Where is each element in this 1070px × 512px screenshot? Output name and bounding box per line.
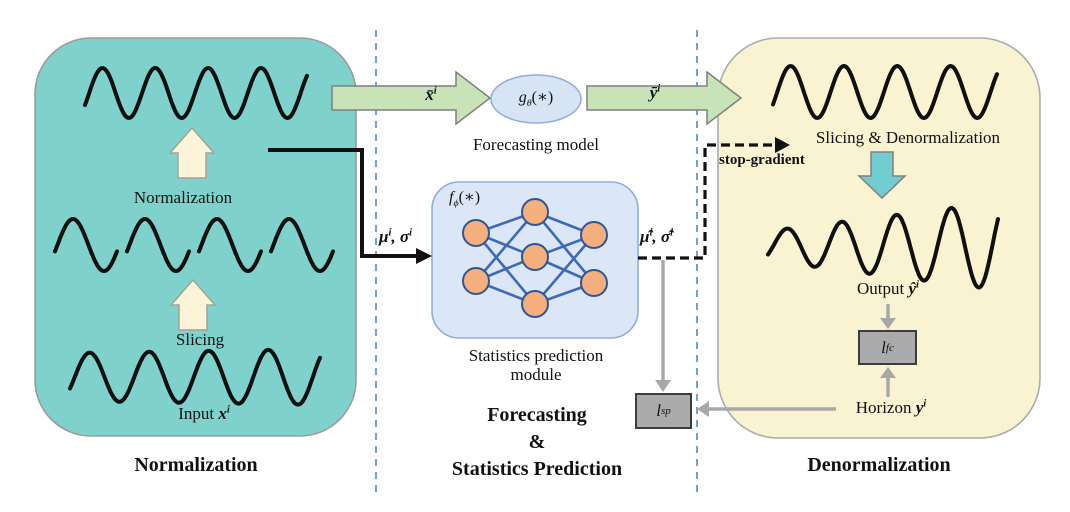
mu-sigma-sep: , xyxy=(391,227,400,246)
output-to-fc-arrowhead-icon xyxy=(880,318,896,329)
stop-gradient-arrowhead-icon xyxy=(775,137,790,153)
middle-title-line2: & xyxy=(528,431,546,453)
normalization-step-label: Normalization xyxy=(133,188,233,207)
mu-sigma-hat-sep: , xyxy=(652,227,661,246)
denormalize-down-arrow-icon xyxy=(857,151,907,200)
input-var-sup: i xyxy=(226,404,230,416)
mu-hat-var: μ̂ xyxy=(640,227,650,246)
fc-loss-box: l fc xyxy=(858,330,917,365)
sliced-series-wave xyxy=(53,217,335,273)
denormalization-panel-title: Denormalization xyxy=(807,454,951,476)
input-var: x xyxy=(218,404,227,423)
f-base: f xyxy=(449,189,454,206)
forecasting-fn-label: gθ(∗) xyxy=(496,89,576,109)
slicing-denormalization-label: Slicing & Denormalization xyxy=(815,128,1001,147)
f-sub: ϕ xyxy=(453,198,459,210)
mu-sigma-label: μi, σi xyxy=(379,227,479,246)
network-node xyxy=(462,267,490,295)
f-args: (∗) xyxy=(458,189,481,206)
network-edge xyxy=(475,211,536,282)
stats-caption-line2: module xyxy=(510,365,562,384)
slicing-up-arrow-icon xyxy=(169,278,217,331)
lsp-base: l xyxy=(656,401,661,420)
forecasting-model-node xyxy=(490,74,582,124)
stop-gradient-dashed-connector xyxy=(638,143,777,260)
g-args: (∗) xyxy=(531,89,554,106)
network-edge xyxy=(534,234,595,305)
xbar-flow-arrow-icon xyxy=(331,70,492,126)
forecasting-model-caption: Forecasting model xyxy=(472,135,600,154)
input-label-text: Input xyxy=(178,404,219,423)
stats-module-caption: Statistics prediction module xyxy=(436,346,636,384)
mu-hat-sup: i xyxy=(649,227,653,239)
ybar-flow-arrow-icon xyxy=(586,70,743,126)
mu-sigma-hat-label: μ̂i, σ̂i xyxy=(640,227,740,246)
network-node xyxy=(521,290,549,318)
output-var-sup: i xyxy=(916,279,919,291)
lfc-base: l xyxy=(881,337,886,357)
sp-loss-box: l sp xyxy=(635,393,692,429)
normalized-series-wave xyxy=(83,66,309,120)
horizon-var: y xyxy=(915,398,924,417)
normalization-up-arrow-icon xyxy=(168,126,216,179)
xbar-label: x̄i xyxy=(401,85,461,104)
stats-fn-label: fϕ(∗) xyxy=(449,189,519,209)
ybar-var: ȳ xyxy=(649,83,658,102)
ybar-sup: i xyxy=(657,83,661,95)
ybar-label: ȳi xyxy=(625,83,685,102)
network-node xyxy=(521,243,549,271)
horizon-var-sup: i xyxy=(923,398,927,410)
middle-title-line3: Statistics Prediction xyxy=(451,458,623,480)
middle-section-title: Forecasting & Statistics Prediction xyxy=(412,402,662,483)
output-label-text: Output xyxy=(857,279,909,298)
g-sub: θ xyxy=(526,98,532,110)
forecast-series-wave xyxy=(771,64,999,120)
network-node xyxy=(521,198,549,226)
sigma-var: σ xyxy=(399,227,410,246)
stats-input-arrowhead-icon xyxy=(416,248,432,264)
horizon-series-label: Horizon yi xyxy=(821,398,961,417)
denormalization-panel xyxy=(717,37,1041,439)
denormalized-output-wave xyxy=(766,206,1000,290)
g-base: g xyxy=(518,89,527,106)
network-node xyxy=(462,219,490,247)
sigma-sup: i xyxy=(409,227,413,239)
lsp-sub: sp xyxy=(660,405,671,417)
xbar-sup: i xyxy=(433,85,437,97)
sigma-hat-var: σ̂ xyxy=(660,227,671,246)
sigma-hat-sup: i xyxy=(670,227,674,239)
network-edge xyxy=(534,211,595,284)
slicing-step-label: Slicing xyxy=(175,330,225,349)
middle-title-line1: Forecasting xyxy=(487,404,587,426)
lfc-sub: fc xyxy=(885,341,894,354)
stats-loss-arrowhead-icon xyxy=(655,380,671,392)
network-node xyxy=(580,269,608,297)
mu-var: μ xyxy=(379,227,389,246)
normalization-panel-title: Normalization xyxy=(134,454,258,476)
normalization-panel xyxy=(34,37,357,437)
stats-input-connector xyxy=(268,148,420,258)
xbar-var: x̄ xyxy=(425,85,434,104)
output-var: ŷ xyxy=(908,279,917,298)
horizon-to-sp-arrowhead-icon xyxy=(697,401,709,417)
mu-sup: i xyxy=(388,227,392,239)
stop-gradient-label: stop-gradient xyxy=(719,152,805,168)
horizon-to-fc-arrowhead-icon xyxy=(880,367,896,378)
horizon-label-text: Horizon xyxy=(855,398,916,417)
stats-caption-line1: Statistics prediction xyxy=(468,346,604,365)
input-series-wave xyxy=(68,347,322,407)
network-nodes xyxy=(462,198,608,318)
network-node xyxy=(580,221,608,249)
input-series-label: Input xi xyxy=(124,404,284,423)
output-series-label: Output ŷi xyxy=(818,279,958,298)
